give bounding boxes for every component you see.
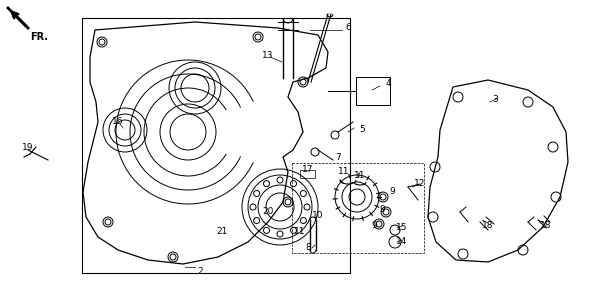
- Text: 9: 9: [371, 222, 377, 231]
- Text: 3: 3: [492, 95, 498, 104]
- Text: 12: 12: [414, 178, 426, 188]
- Text: 11: 11: [338, 167, 350, 176]
- Text: 19: 19: [22, 144, 34, 153]
- Text: 18: 18: [482, 221, 494, 229]
- Text: 2: 2: [197, 268, 203, 277]
- Text: 20: 20: [263, 207, 274, 216]
- Text: FR.: FR.: [30, 32, 48, 42]
- Text: 16: 16: [112, 117, 124, 126]
- Text: 11: 11: [294, 228, 306, 237]
- Text: 6: 6: [345, 23, 351, 33]
- Text: 13: 13: [262, 51, 274, 60]
- Bar: [82, 18, 350, 273]
- Text: 9: 9: [389, 188, 395, 197]
- Text: 7: 7: [335, 154, 341, 163]
- Text: 11: 11: [354, 170, 366, 179]
- Bar: [292, 163, 424, 253]
- Text: 15: 15: [396, 224, 408, 232]
- Bar: [300, 170, 315, 178]
- Bar: [356, 77, 390, 105]
- Text: 21: 21: [217, 228, 228, 237]
- Text: 17: 17: [302, 166, 314, 175]
- Text: 5: 5: [359, 126, 365, 135]
- Text: 4: 4: [385, 79, 391, 88]
- Text: 18: 18: [540, 221, 552, 229]
- Text: 9: 9: [379, 206, 385, 215]
- Text: 10: 10: [312, 210, 324, 219]
- Text: 8: 8: [305, 244, 311, 253]
- Text: 14: 14: [396, 237, 408, 247]
